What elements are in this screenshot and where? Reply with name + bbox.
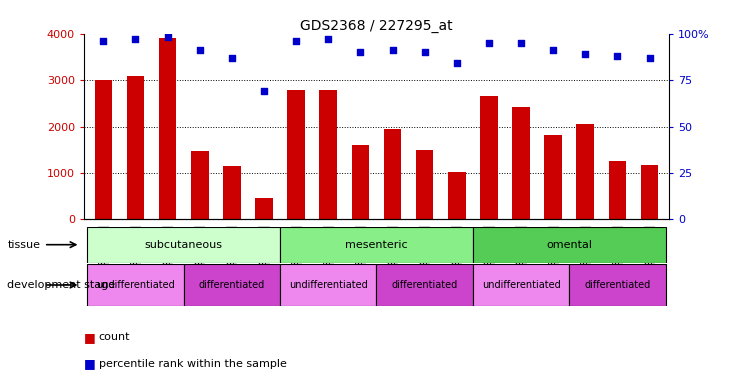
Text: differentiated: differentiated xyxy=(199,280,265,290)
Point xyxy=(580,51,591,57)
Bar xyxy=(159,38,176,219)
Bar xyxy=(280,227,473,262)
Point xyxy=(419,50,431,55)
Text: omental: omental xyxy=(546,240,592,250)
Bar xyxy=(473,264,569,306)
Point xyxy=(355,50,366,55)
Bar xyxy=(641,165,659,219)
Bar xyxy=(319,90,337,219)
Bar xyxy=(87,264,183,306)
Bar xyxy=(183,264,280,306)
Text: tissue: tissue xyxy=(7,240,40,250)
Text: mesenteric: mesenteric xyxy=(345,240,408,250)
Point xyxy=(548,48,559,54)
Bar xyxy=(287,90,305,219)
Point xyxy=(451,60,463,66)
Bar xyxy=(280,264,376,306)
Bar xyxy=(473,227,666,262)
Bar xyxy=(87,227,280,262)
Bar xyxy=(126,75,144,219)
Point xyxy=(387,48,398,54)
Bar xyxy=(448,172,466,219)
Point xyxy=(322,36,334,42)
Point xyxy=(162,34,173,40)
Point xyxy=(515,40,527,46)
Bar xyxy=(255,198,273,219)
Point xyxy=(226,55,238,61)
Title: GDS2368 / 227295_at: GDS2368 / 227295_at xyxy=(300,19,452,33)
Bar xyxy=(512,107,530,219)
Text: percentile rank within the sample: percentile rank within the sample xyxy=(99,359,287,369)
Bar xyxy=(577,124,594,219)
Bar xyxy=(94,80,112,219)
Bar xyxy=(416,150,433,219)
Point xyxy=(612,53,624,59)
Bar xyxy=(352,145,369,219)
Text: subcutaneous: subcutaneous xyxy=(145,240,223,250)
Text: undifferentiated: undifferentiated xyxy=(289,280,368,290)
Text: development stage: development stage xyxy=(7,280,115,290)
Text: count: count xyxy=(99,333,130,342)
Point xyxy=(644,55,656,61)
Text: undifferentiated: undifferentiated xyxy=(482,280,561,290)
Bar xyxy=(480,96,498,219)
Text: ■: ■ xyxy=(84,357,96,370)
Bar xyxy=(384,129,401,219)
Point xyxy=(290,38,302,44)
Point xyxy=(258,88,270,94)
Bar xyxy=(545,135,562,219)
Text: undifferentiated: undifferentiated xyxy=(96,280,175,290)
Bar xyxy=(569,264,666,306)
Text: differentiated: differentiated xyxy=(584,280,651,290)
Bar xyxy=(376,264,473,306)
Point xyxy=(97,38,109,44)
Point xyxy=(194,48,205,54)
Bar xyxy=(191,151,208,219)
Point xyxy=(129,36,141,42)
Point xyxy=(483,40,495,46)
Text: differentiated: differentiated xyxy=(392,280,458,290)
Bar xyxy=(609,161,626,219)
Bar xyxy=(223,166,240,219)
Text: ■: ■ xyxy=(84,331,96,344)
